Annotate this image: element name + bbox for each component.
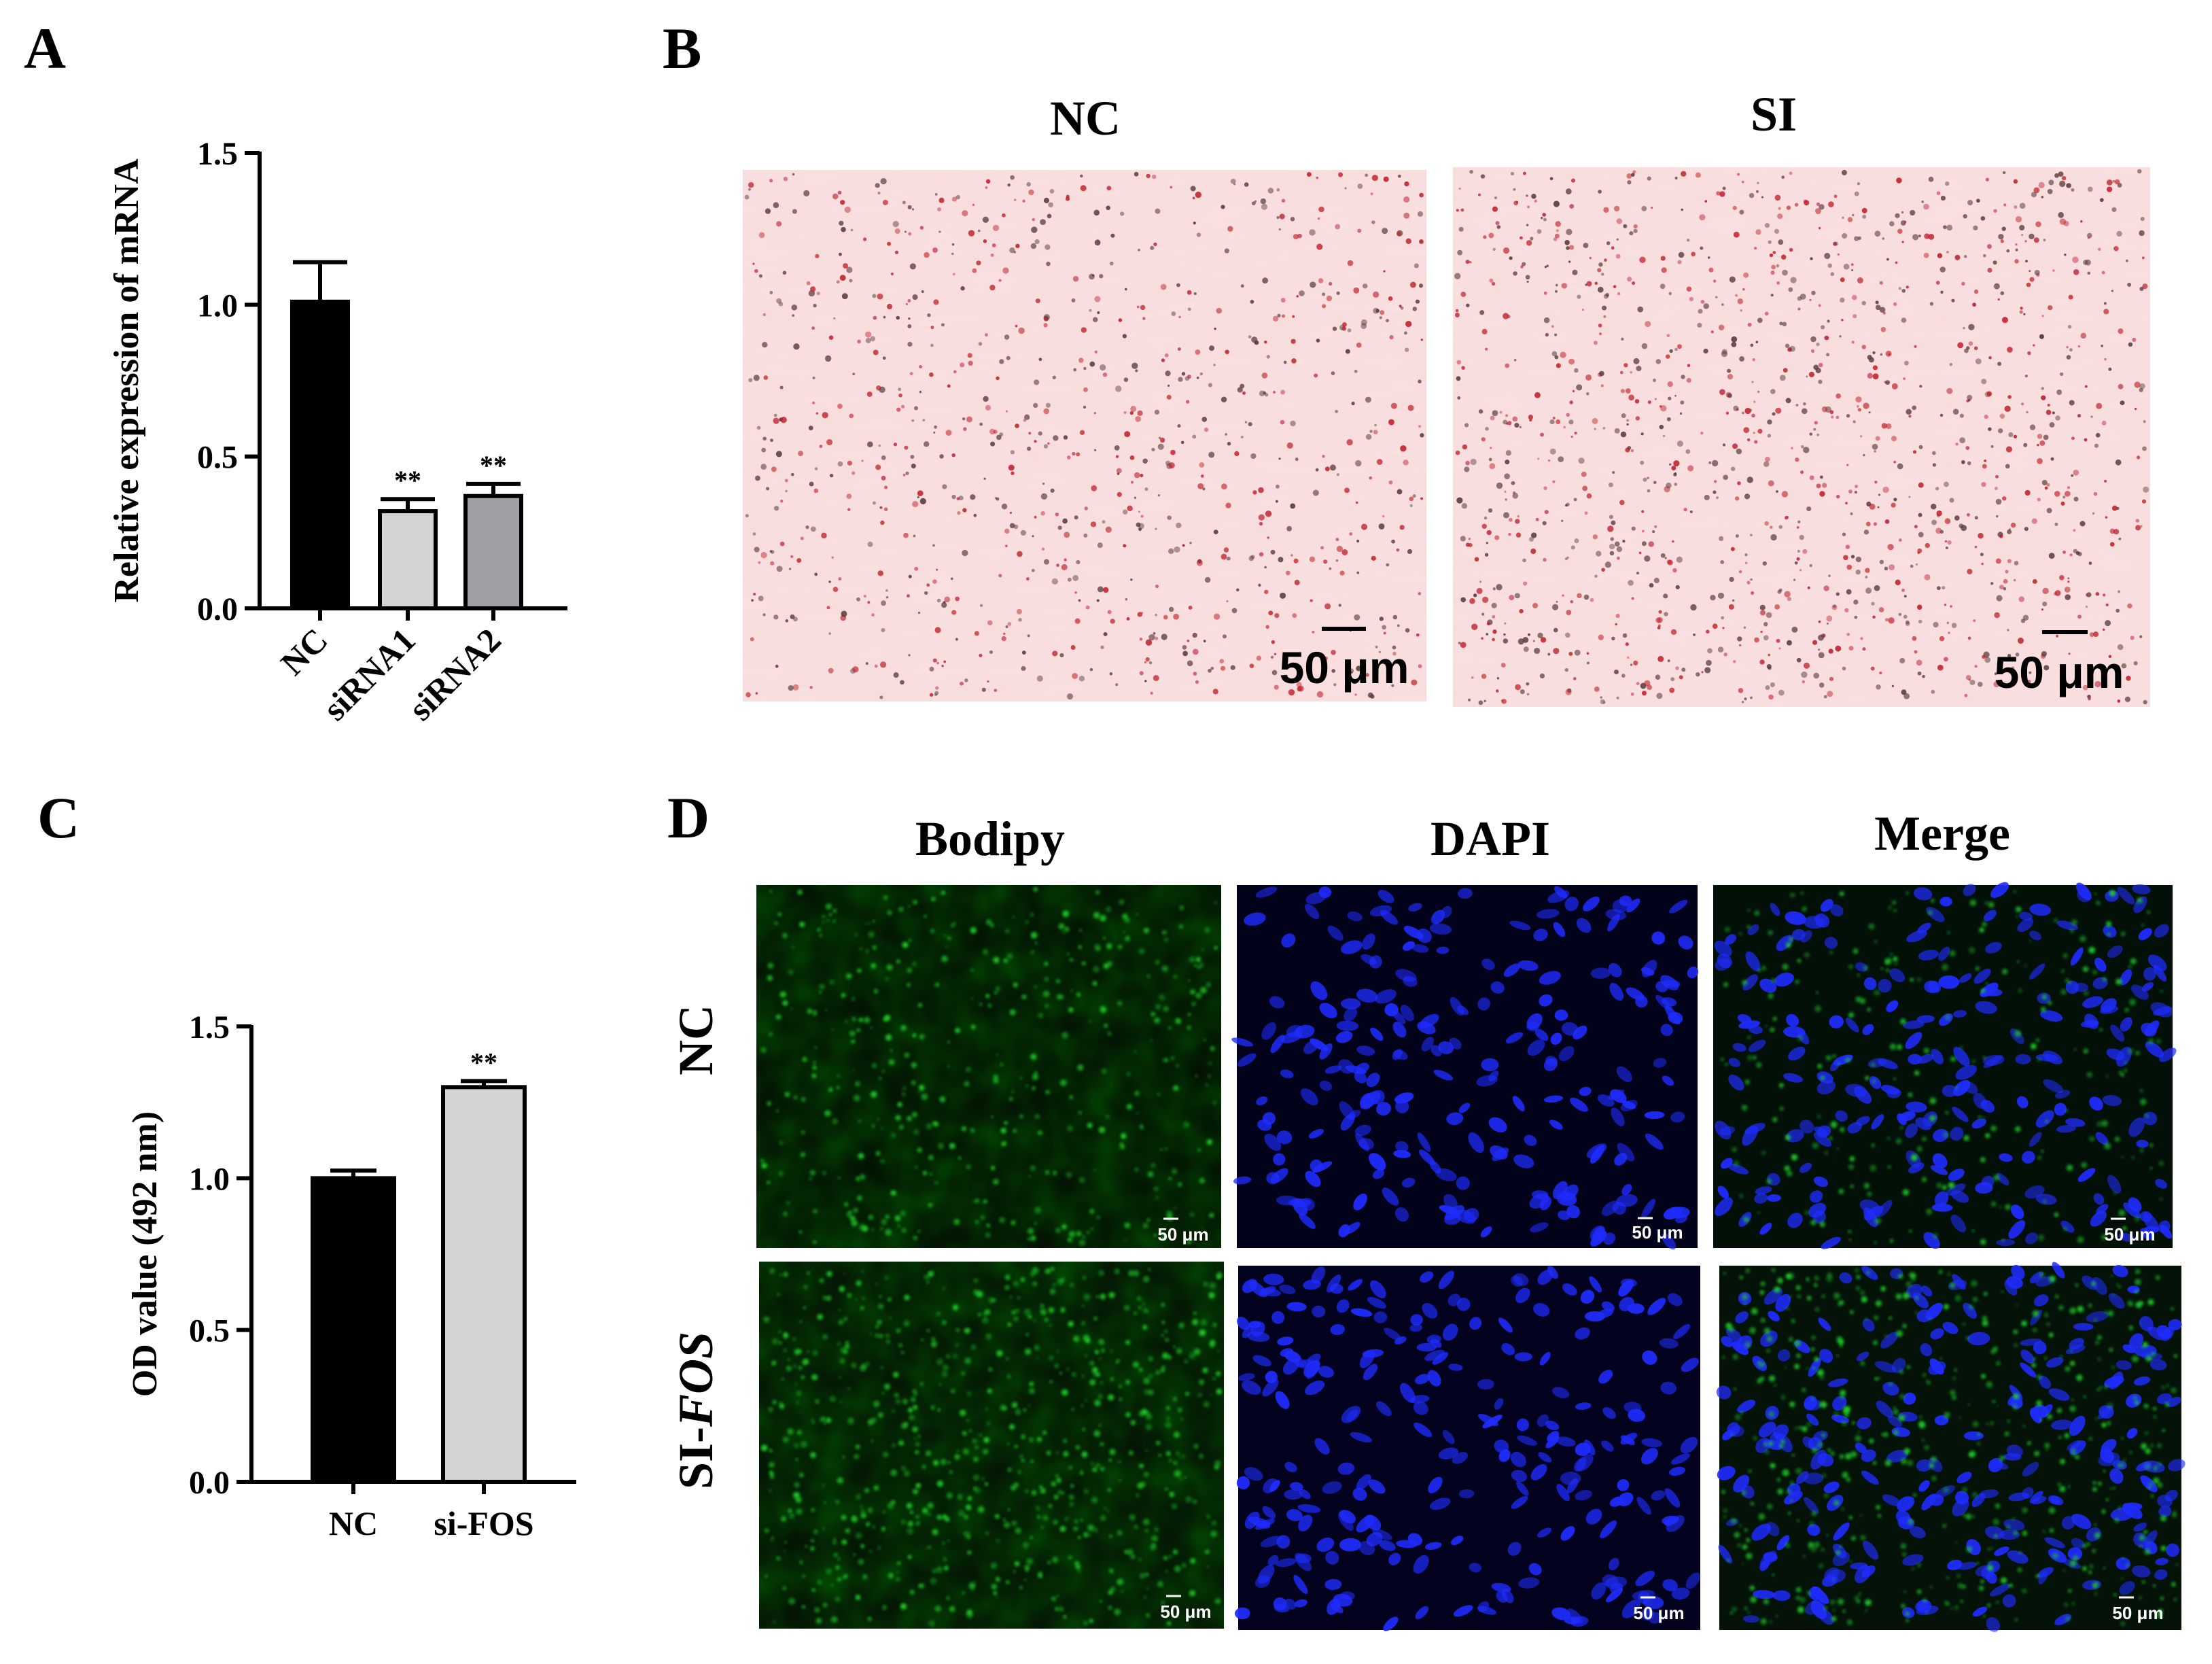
x-tick-label: NC bbox=[273, 621, 335, 682]
panel-d-row-label-si-fos: SI-FOS bbox=[669, 1332, 723, 1489]
y-tick-label: 1.5 bbox=[197, 136, 238, 172]
x-tick-label: si-FOS bbox=[434, 1504, 533, 1542]
significance-mark: ** bbox=[394, 465, 421, 496]
panel-letter-d: D bbox=[667, 785, 709, 850]
bar-chart-a: 0.0 0.5 1.0 1.5 Relative expression of mRNA N… bbox=[107, 136, 567, 728]
image-si-fos-dapi: 50 μm bbox=[1234, 1266, 1700, 1631]
panel-b-col-label-nc: NC bbox=[1050, 91, 1121, 145]
y-tick-label: 0.0 bbox=[189, 1465, 230, 1501]
scale-label: 50 μm bbox=[1157, 1224, 1208, 1245]
image-si-fos-merge: 50 μm bbox=[1716, 1262, 2185, 1632]
x-tick-label: NC bbox=[329, 1504, 378, 1542]
image-nc-merge: 50 μm bbox=[1713, 882, 2177, 1249]
panel-d: Bodipy DAPI Merge NC SI-FOS 50 μm 50 μm bbox=[669, 806, 2185, 1632]
significance-mark: ** bbox=[470, 1047, 497, 1077]
y-tick-label: 0.0 bbox=[197, 591, 238, 627]
scale-label: 50 μm bbox=[1632, 1222, 1683, 1243]
bar bbox=[290, 299, 350, 610]
y-tick-label: 1.0 bbox=[189, 1161, 230, 1197]
bar bbox=[463, 493, 523, 610]
panel-b-col-label-si: SI bbox=[1751, 87, 1797, 141]
bar bbox=[311, 1176, 396, 1485]
scale-label: 50 μm bbox=[1995, 647, 2124, 697]
panel-b: NC SI 50 μm 50 μm bbox=[743, 87, 2150, 707]
y-tick-label: 0.5 bbox=[197, 440, 238, 476]
image-nc-dapi: 50 μm bbox=[1231, 885, 1699, 1250]
micrograph-nc: 50 μm bbox=[743, 170, 1426, 701]
y-axis-title: Relative expression of mRNA bbox=[107, 158, 146, 603]
panel-d-col-label-bodipy: Bodipy bbox=[915, 812, 1065, 866]
panel-letter-a: A bbox=[24, 16, 66, 81]
bar bbox=[441, 1085, 527, 1485]
y-tick-label: 1.5 bbox=[189, 1009, 230, 1045]
panel-d-col-label-dapi: DAPI bbox=[1430, 812, 1550, 866]
y-axis-title: OD value (492 nm) bbox=[126, 1111, 164, 1397]
micrograph-si: 50 μm bbox=[1453, 167, 2150, 707]
y-tick-label: 1.0 bbox=[197, 288, 238, 324]
y-tick-label: 0.5 bbox=[189, 1313, 230, 1349]
scale-label: 50 μm bbox=[2104, 1224, 2155, 1245]
scale-label: 50 μm bbox=[1633, 1603, 1684, 1623]
x-tick-label: siRNA1 bbox=[315, 621, 422, 727]
image-nc-bodipy: 50 μm bbox=[756, 885, 1221, 1248]
panel-d-row-label-nc: NC bbox=[669, 1005, 723, 1075]
image-si-fos-bodipy: 50 μm bbox=[759, 1262, 1224, 1629]
scale-label: 50 μm bbox=[1160, 1601, 1211, 1622]
significance-mark: ** bbox=[480, 450, 507, 481]
scale-label: 50 μm bbox=[2112, 1603, 2163, 1623]
panel-letter-b: B bbox=[663, 16, 701, 81]
x-tick-label: siRNA2 bbox=[401, 621, 508, 727]
bar bbox=[378, 509, 438, 610]
panel-d-col-label-merge: Merge bbox=[1874, 806, 2010, 861]
panel-letter-c: C bbox=[37, 785, 80, 850]
scale-label: 50 μm bbox=[1280, 642, 1409, 693]
bar-chart-c: 0.0 0.5 1.0 1.5 OD value (492 nm) NC ** si-FOS bbox=[126, 1009, 576, 1542]
